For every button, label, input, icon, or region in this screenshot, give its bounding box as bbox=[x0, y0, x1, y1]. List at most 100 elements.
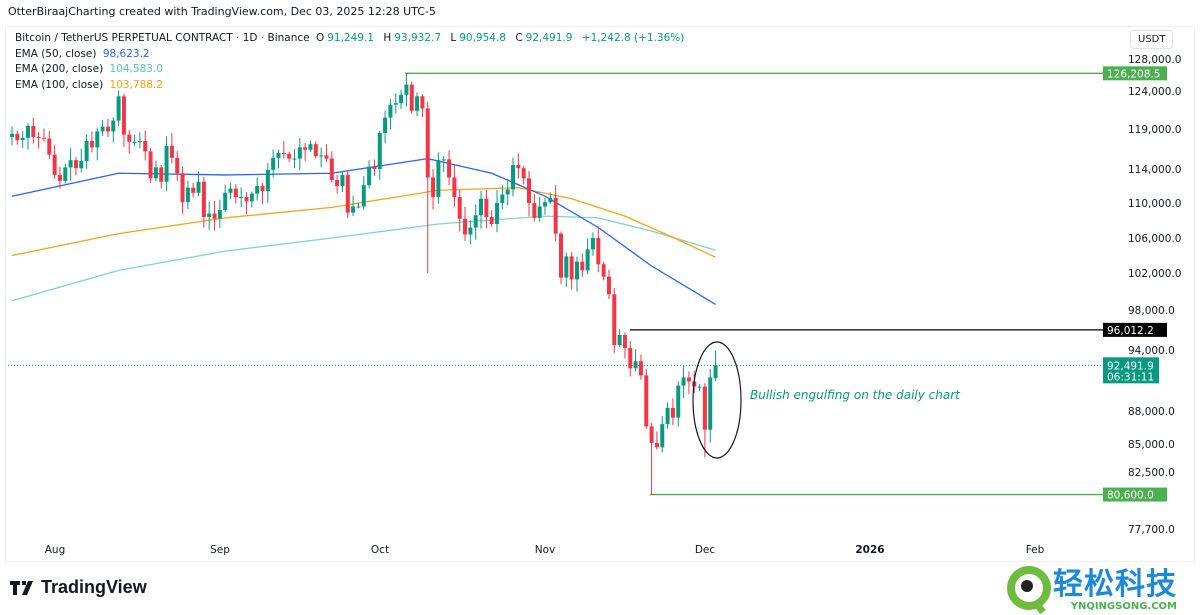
candle[interactable] bbox=[249, 191, 254, 208]
candle[interactable] bbox=[148, 148, 153, 183]
candle[interactable] bbox=[255, 177, 260, 201]
candle[interactable] bbox=[574, 256, 579, 292]
candle[interactable] bbox=[367, 160, 372, 189]
candle[interactable] bbox=[116, 90, 121, 127]
candle[interactable] bbox=[708, 369, 713, 443]
candle[interactable] bbox=[68, 147, 73, 181]
candle[interactable] bbox=[617, 329, 622, 348]
candle[interactable] bbox=[303, 142, 308, 161]
candle[interactable] bbox=[654, 431, 659, 450]
currency-button[interactable]: USDT bbox=[1130, 30, 1174, 49]
candle[interactable] bbox=[495, 190, 500, 233]
candle[interactable] bbox=[676, 381, 681, 427]
candle[interactable] bbox=[585, 238, 590, 275]
candle[interactable] bbox=[622, 332, 627, 359]
candle[interactable] bbox=[233, 184, 238, 204]
candle[interactable] bbox=[388, 99, 393, 130]
candle[interactable] bbox=[10, 126, 14, 146]
candle[interactable] bbox=[207, 201, 212, 230]
candle[interactable] bbox=[111, 117, 116, 143]
candle[interactable] bbox=[713, 350, 718, 382]
candle[interactable] bbox=[564, 252, 569, 287]
candle[interactable] bbox=[548, 192, 553, 205]
candle[interactable] bbox=[308, 140, 313, 153]
candle[interactable] bbox=[121, 93, 126, 148]
candle[interactable] bbox=[606, 269, 611, 299]
candle[interactable] bbox=[95, 127, 100, 161]
candle[interactable] bbox=[169, 133, 174, 164]
candle[interactable] bbox=[489, 210, 494, 227]
candle[interactable] bbox=[239, 187, 244, 208]
ema100-legend[interactable]: EMA (100, close) 103,788.2 bbox=[15, 78, 687, 94]
candle[interactable] bbox=[63, 163, 68, 184]
candle[interactable] bbox=[79, 148, 84, 173]
candle[interactable] bbox=[468, 220, 473, 245]
candle[interactable] bbox=[649, 423, 654, 495]
candle[interactable] bbox=[329, 151, 334, 183]
candle[interactable] bbox=[697, 383, 702, 391]
candle[interactable] bbox=[463, 206, 468, 242]
annotation-text[interactable]: Bullish engulfing on the daily chart bbox=[750, 388, 961, 402]
candle[interactable] bbox=[590, 232, 595, 256]
candle[interactable] bbox=[543, 198, 547, 215]
candle[interactable] bbox=[15, 130, 20, 145]
candle[interactable] bbox=[638, 354, 643, 380]
candle[interactable] bbox=[415, 92, 420, 116]
candle[interactable] bbox=[601, 261, 606, 281]
candle[interactable] bbox=[159, 165, 164, 189]
candle[interactable] bbox=[532, 193, 537, 222]
candle[interactable] bbox=[89, 131, 94, 153]
candle[interactable] bbox=[521, 165, 526, 185]
candle[interactable] bbox=[633, 349, 638, 372]
candle[interactable] bbox=[143, 130, 148, 161]
candle[interactable] bbox=[612, 287, 617, 353]
candle[interactable] bbox=[191, 182, 196, 198]
annotation-ellipse[interactable] bbox=[692, 341, 742, 459]
candle[interactable] bbox=[447, 150, 452, 186]
candle[interactable] bbox=[313, 141, 318, 159]
candle[interactable] bbox=[105, 118, 110, 138]
ema50-line[interactable] bbox=[11, 157, 716, 306]
ema200-line[interactable] bbox=[11, 215, 716, 302]
candle[interactable] bbox=[527, 171, 532, 217]
candle[interactable] bbox=[260, 183, 265, 205]
candle[interactable] bbox=[372, 159, 377, 176]
candle[interactable] bbox=[223, 184, 228, 213]
candle[interactable] bbox=[665, 402, 670, 429]
candle[interactable] bbox=[31, 117, 36, 144]
candle[interactable] bbox=[324, 144, 329, 163]
candle[interactable] bbox=[479, 190, 484, 229]
candle[interactable] bbox=[420, 94, 425, 117]
candle[interactable] bbox=[319, 147, 324, 168]
candle[interactable] bbox=[580, 253, 585, 277]
candle[interactable] bbox=[196, 171, 201, 197]
candle[interactable] bbox=[644, 369, 649, 429]
candle[interactable] bbox=[340, 172, 345, 192]
candle[interactable] bbox=[431, 169, 436, 210]
candle[interactable] bbox=[20, 130, 25, 148]
candle[interactable] bbox=[441, 156, 446, 173]
candle[interactable] bbox=[377, 131, 382, 180]
candle[interactable] bbox=[185, 180, 190, 210]
ema100-line[interactable] bbox=[11, 187, 716, 258]
candle[interactable] bbox=[73, 157, 78, 176]
candle[interactable] bbox=[137, 132, 142, 149]
candle[interactable] bbox=[132, 134, 137, 147]
candle[interactable] bbox=[537, 196, 542, 222]
symbol-title[interactable]: Bitcoin / TetherUS PERPETUAL CONTRACT · … bbox=[15, 32, 310, 44]
candle[interactable] bbox=[452, 165, 457, 207]
candle[interactable] bbox=[276, 149, 281, 169]
candle[interactable] bbox=[57, 166, 62, 189]
candle[interactable] bbox=[297, 138, 302, 171]
candle[interactable] bbox=[351, 195, 356, 217]
candle[interactable] bbox=[201, 176, 206, 228]
candle[interactable] bbox=[596, 226, 601, 273]
candle[interactable] bbox=[393, 93, 398, 114]
candle[interactable] bbox=[25, 123, 30, 150]
candle[interactable] bbox=[335, 174, 340, 194]
candle[interactable] bbox=[292, 148, 297, 169]
candle[interactable] bbox=[36, 131, 41, 149]
candle[interactable] bbox=[702, 383, 707, 458]
candle[interactable] bbox=[265, 162, 270, 203]
